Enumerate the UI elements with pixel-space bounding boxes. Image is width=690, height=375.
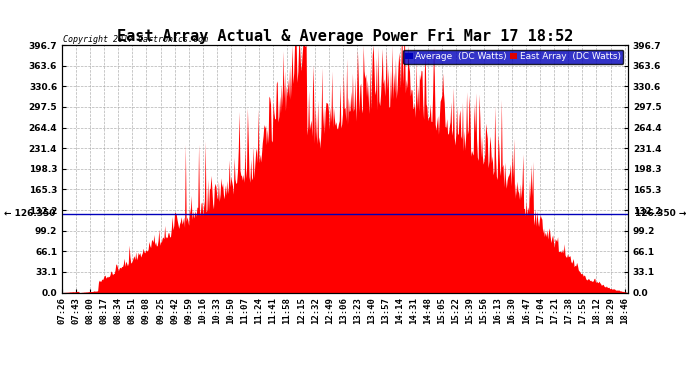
Text: ← 126.350: ← 126.350 (3, 209, 55, 218)
Text: Copyright 2017 Cartronics.com: Copyright 2017 Cartronics.com (63, 35, 208, 44)
Text: 126.350 →: 126.350 → (635, 209, 687, 218)
Title: East Array Actual & Average Power Fri Mar 17 18:52: East Array Actual & Average Power Fri Ma… (117, 28, 573, 44)
Legend: Average  (DC Watts), East Array  (DC Watts): Average (DC Watts), East Array (DC Watts… (403, 50, 623, 64)
